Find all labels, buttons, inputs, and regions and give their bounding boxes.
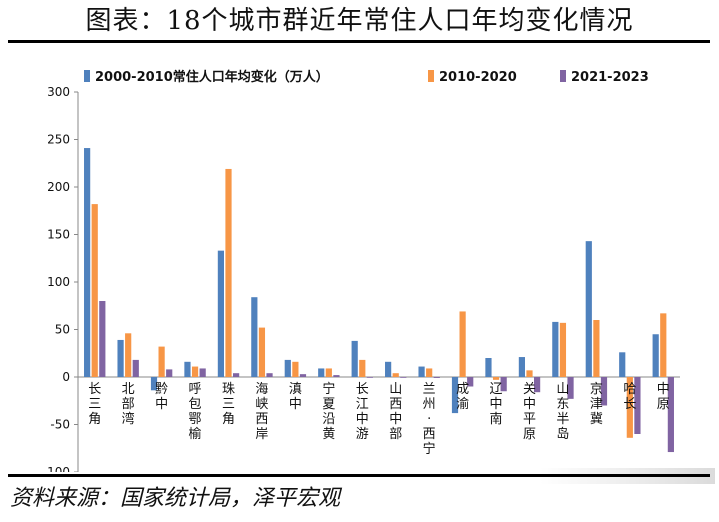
bar-series-2-cat-3 [158,346,165,377]
bar-series-1-cat-16 [585,241,592,377]
legend-swatch-3 [560,70,566,82]
y-tick-label: 50 [55,323,70,337]
title-rule [8,40,710,43]
bar-series-3-cat-6 [266,373,273,377]
y-tick-label: 150 [47,228,70,242]
legend-label-2: 2010-2020 [439,70,517,85]
y-tick-label: 0 [62,370,70,384]
category-label-11: 兰州·西宁 [423,382,436,457]
bar-series-3-cat-10 [400,377,407,378]
legend-swatch-1 [84,70,90,82]
bar-series-1-cat-15 [552,321,559,377]
y-tick-label: 100 [47,275,70,289]
bar-series-1-cat-11 [418,366,425,377]
y-tick-label: -50 [50,418,70,432]
bar-series-3-cat-4 [199,368,206,377]
bar-series-2-cat-8 [325,368,332,377]
bar-series-3-cat-5 [233,373,240,377]
bar-series-1-cat-14 [518,357,525,377]
chart-area: 2000-2010常住人口年均变化（万人） 2010-2020 2021-2023 … [30,52,690,479]
category-label-2: 北部湾 [122,382,135,427]
bar-series-1-cat-2 [117,339,124,377]
category-label-8: 宁夏沿黄 [322,381,335,442]
bar-series-3-cat-11 [433,377,440,378]
bar-series-1-cat-5 [217,250,224,377]
bar-series-1-cat-8 [318,368,325,377]
category-label-6: 海峡西岸 [255,382,268,442]
bar-series-3-cat-3 [166,369,173,377]
category-label-7: 滇中 [289,382,302,412]
category-label-1: 长三角 [88,382,101,427]
bar-series-1-cat-9 [351,340,358,377]
bar-series-3-cat-1 [99,301,106,377]
bar-series-2-cat-13 [492,377,500,380]
bar-series-1-cat-13 [485,358,492,377]
category-label-14: 关中平原 [523,382,536,442]
category-label-13: 辽中南 [490,382,503,427]
category-label-3: 黔中 [155,382,168,412]
bar-series-2-cat-4 [191,366,199,377]
bar-series-2-cat-6 [258,327,266,377]
y-tick-label: 250 [47,133,70,147]
bar-series-2-cat-14 [526,370,533,377]
bar-series-2-cat-10 [392,373,399,377]
y-tick-label: 300 [47,85,70,99]
bar-series-3-cat-8 [333,375,340,377]
bar-series-2-cat-5 [225,168,232,377]
bar-series-2-cat-17 [626,377,633,438]
bar-series-3-cat-2 [132,359,139,377]
footer-rule [8,474,710,477]
bar-chart: 2000-2010常住人口年均变化（万人） 2010-2020 2021-2023 … [43,69,680,479]
bar-series-1-cat-6 [251,297,258,377]
bar-series-2-cat-7 [292,361,299,377]
y-tick-label: -100 [43,465,70,472]
bar-series-1-cat-17 [619,352,626,377]
bar-series-2-cat-9 [359,359,366,377]
bar-series-3-cat-9 [366,377,373,378]
legend-label-1: 2000-2010常住人口年均变化（万人） [95,69,329,85]
source-note: 资料来源：国家统计局，泽平宏观 [10,486,341,511]
y-axis: 300 250 200 150 100 50 0 -50 -100 [43,85,680,479]
bar-series-1-cat-10 [385,361,392,377]
bar-series-3-cat-18 [667,377,674,453]
bar-series-group [84,148,674,453]
bar-series-3-cat-7 [299,374,307,377]
bar-series-2-cat-2 [125,333,132,377]
category-label-17: 哈长 [623,382,636,412]
category-label-10: 山西中部 [389,382,402,442]
bar-series-2-cat-15 [559,322,567,377]
category-label-5: 珠三角 [222,382,235,427]
bar-series-1-cat-1 [84,148,91,377]
legend-swatch-2 [428,70,434,82]
category-label-16: 京津冀 [590,382,603,427]
bar-series-1-cat-7 [284,359,291,377]
category-label-9: 长江中游 [356,382,369,442]
bar-series-2-cat-12 [459,311,466,377]
bar-series-1-cat-4 [184,361,191,377]
bar-series-3-cat-13 [500,377,507,392]
category-labels: 长三角 北部湾 黔中 呼包鄂榆 珠三角 海峡西岸 滇中 宁夏沿黄 长江中游 山西中部 兰州·西宁 成渝… [88,381,670,457]
category-label-12: 成渝 [456,382,469,412]
bar-series-2-cat-11 [426,368,433,377]
category-label-15: 山东半岛 [556,382,569,442]
bar-series-3-cat-12 [467,377,474,387]
bar-series-2-cat-18 [660,313,667,377]
bar-series-1-cat-18 [652,334,659,377]
bar-series-2-cat-16 [593,320,600,377]
bar-series-1-cat-3 [150,377,158,391]
bar-series-3-cat-16 [600,377,608,406]
category-label-4: 呼包鄂榆 [189,382,202,442]
bar-series-3-cat-14 [534,377,541,393]
y-tick-label: 200 [47,180,70,194]
category-label-18: 中原 [657,382,670,412]
bar-series-1-cat-12 [451,377,459,414]
legend-label-3: 2021-2023 [571,70,649,85]
chart-legend: 2000-2010常住人口年均变化（万人） 2010-2020 2021-2023 [84,69,649,85]
bar-series-2-cat-1 [91,204,98,377]
bar-series-3-cat-15 [567,377,574,399]
bar-series-3-cat-17 [634,377,641,434]
page-title: 图表：18个城市群近年常住人口年均变化情况 [85,6,634,36]
